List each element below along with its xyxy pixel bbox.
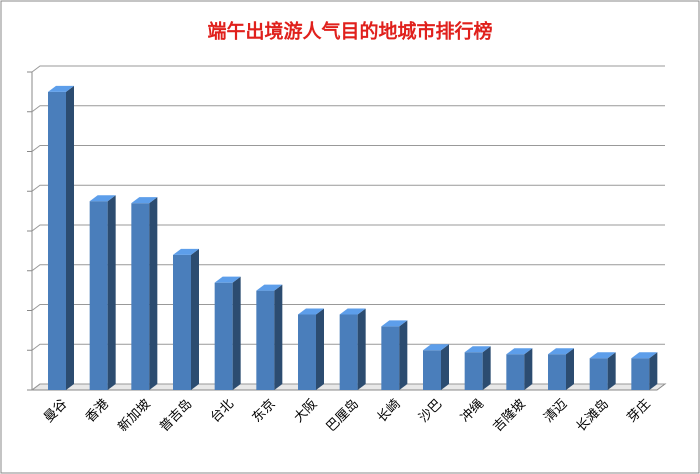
grid-line bbox=[31, 184, 665, 192]
grid-line bbox=[31, 383, 665, 391]
bar-top bbox=[423, 344, 449, 351]
bar bbox=[589, 358, 608, 390]
bar-side bbox=[274, 284, 283, 390]
bar-side bbox=[482, 346, 491, 390]
bar bbox=[214, 282, 233, 390]
bar-top bbox=[381, 320, 408, 327]
bar bbox=[506, 354, 525, 390]
bar-top bbox=[131, 197, 158, 204]
bar-top bbox=[298, 308, 324, 315]
bar-top bbox=[631, 352, 658, 359]
bar-side bbox=[524, 348, 533, 390]
bar bbox=[256, 290, 275, 390]
bar bbox=[131, 203, 150, 390]
grid-line bbox=[31, 304, 665, 311]
bar bbox=[548, 354, 566, 390]
bar bbox=[48, 91, 66, 390]
bar-side bbox=[441, 344, 449, 390]
bar-top bbox=[548, 348, 574, 355]
bar-side bbox=[149, 197, 158, 390]
bar-side bbox=[107, 195, 116, 390]
bar-top bbox=[173, 248, 199, 255]
bar-top bbox=[89, 195, 116, 202]
bar-top bbox=[339, 308, 366, 315]
bar-side bbox=[566, 348, 574, 390]
bar-side bbox=[399, 320, 408, 390]
bar-side bbox=[66, 85, 74, 390]
bar bbox=[89, 201, 108, 390]
grid-line bbox=[31, 105, 665, 113]
bar bbox=[631, 358, 650, 390]
bar-side bbox=[191, 248, 199, 390]
bar bbox=[298, 314, 316, 390]
grid-line bbox=[31, 224, 665, 232]
bar-side bbox=[607, 352, 616, 390]
bar bbox=[464, 352, 483, 390]
bar bbox=[381, 326, 400, 390]
bar-top bbox=[464, 346, 491, 353]
chart-title: 端午出境游人气目的地城市排行榜 bbox=[207, 20, 492, 43]
grid-line bbox=[31, 65, 665, 73]
bar-top bbox=[214, 276, 241, 283]
bar bbox=[173, 254, 191, 390]
bar bbox=[339, 314, 358, 390]
grid-line bbox=[31, 264, 665, 272]
bar-top bbox=[589, 352, 616, 359]
bar-side bbox=[357, 308, 366, 390]
bar-top bbox=[48, 85, 74, 92]
bar-side bbox=[232, 276, 241, 390]
bar-side bbox=[316, 308, 324, 390]
bar-side bbox=[649, 352, 658, 390]
grid-line bbox=[31, 145, 665, 152]
bar-top bbox=[256, 284, 283, 291]
bar-top bbox=[506, 348, 533, 355]
bar bbox=[423, 350, 441, 390]
grid-line bbox=[31, 343, 665, 351]
